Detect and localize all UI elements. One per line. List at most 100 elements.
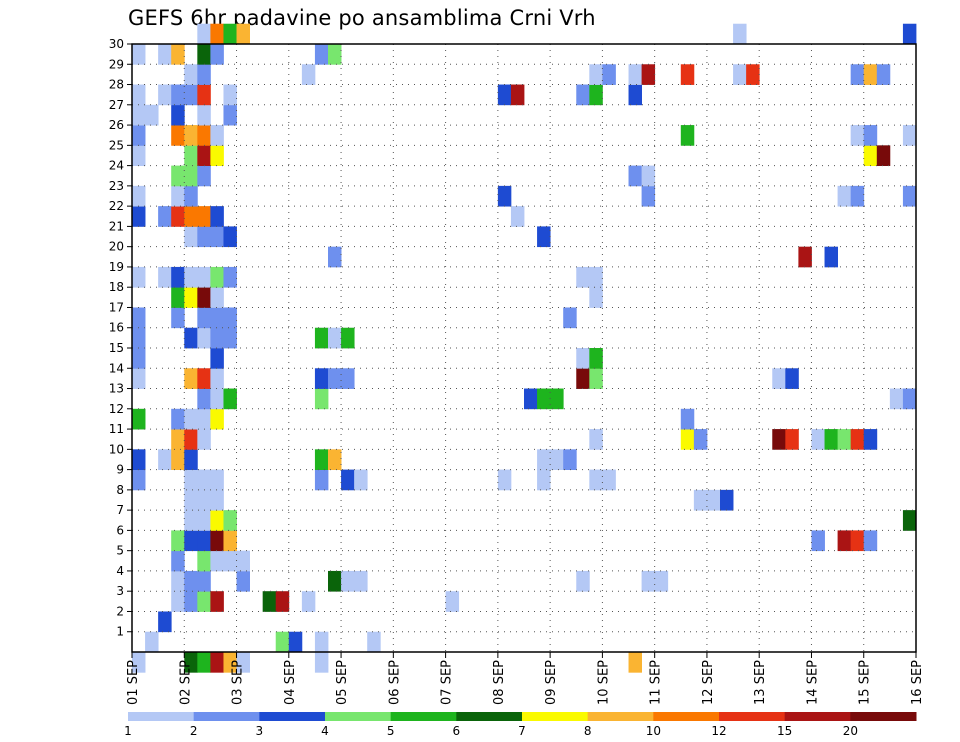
heatmap-cell — [902, 23, 917, 45]
x-tick-label: 14 SEP — [806, 660, 821, 705]
heatmap-cell — [863, 64, 878, 85]
colorbar-label: 6 — [453, 724, 461, 738]
heatmap-cell — [197, 145, 211, 166]
heatmap-cell — [537, 388, 551, 410]
heatmap-cell — [328, 570, 342, 592]
heatmap-cell — [132, 44, 146, 65]
heatmap-cell — [158, 206, 172, 227]
y-tick-label: 26 — [109, 118, 124, 132]
colorbar-label: 12 — [711, 724, 726, 738]
y-tick-label: 21 — [109, 219, 124, 233]
heatmap-cell — [824, 429, 838, 450]
heatmap-cell — [132, 84, 146, 106]
heatmap-cell — [497, 84, 512, 106]
heatmap-cell — [693, 429, 708, 450]
heatmap-cell — [132, 348, 146, 369]
heatmap-cell — [850, 185, 865, 207]
y-tick-label: 12 — [109, 402, 124, 416]
heatmap-cell — [563, 449, 577, 470]
heatmap-cell — [197, 368, 211, 389]
heatmap-cell — [876, 64, 891, 85]
heatmap-cell — [680, 429, 695, 450]
heatmap-cell — [863, 429, 878, 450]
heatmap-cell — [576, 348, 590, 369]
heatmap-cell — [445, 591, 460, 612]
heatmap-cell — [641, 64, 656, 85]
heatmap-cell — [210, 206, 224, 227]
heatmap-cell — [184, 489, 198, 511]
heatmap-cell — [210, 530, 224, 552]
heatmap-cell — [210, 591, 224, 612]
heatmap-cells — [132, 23, 917, 673]
heatmap-cell — [314, 368, 329, 389]
heatmap-cell — [210, 652, 224, 673]
heatmap-cell — [132, 104, 146, 126]
heatmap-cell — [497, 469, 512, 491]
heatmap-cell — [223, 388, 237, 410]
heatmap-cell — [210, 287, 224, 308]
heatmap-cell — [132, 469, 146, 491]
heatmap-cell — [184, 530, 198, 552]
heatmap-cell — [145, 104, 159, 126]
heatmap-cell — [197, 489, 211, 511]
heatmap-cell — [184, 469, 198, 491]
heatmap-cell — [210, 550, 224, 572]
y-tick-label: 30 — [109, 37, 124, 51]
heatmap-cell — [641, 185, 656, 207]
heatmap-cell — [589, 429, 603, 450]
heatmap-cell — [184, 510, 198, 531]
heatmap-cell — [811, 530, 825, 552]
heatmap-cell — [158, 44, 172, 65]
heatmap-cell — [550, 388, 564, 410]
heatmap-cell — [132, 408, 146, 430]
colorbar-label: 2 — [190, 724, 198, 738]
heatmap-cell — [641, 165, 656, 187]
heatmap-cell — [132, 125, 146, 146]
heatmap-cell — [876, 145, 891, 166]
heatmap-cell — [197, 104, 211, 126]
heatmap-cell — [132, 266, 146, 288]
heatmap-cell — [223, 226, 237, 248]
heatmap-cell — [576, 266, 590, 288]
heatmap-cell — [197, 652, 211, 673]
x-tick-label: 15 SEP — [858, 660, 873, 705]
heatmap-cell — [223, 104, 237, 126]
heatmap-cell — [772, 368, 786, 389]
colorbar-swatch — [587, 712, 654, 721]
heatmap-cell — [184, 145, 198, 166]
y-tick-label: 27 — [109, 98, 124, 112]
heatmap-cell — [171, 449, 185, 470]
colorbar-label: 3 — [256, 724, 264, 738]
heatmap-cell — [680, 125, 695, 146]
y-axis: 1234567891011121314151617181920212223242… — [109, 37, 132, 639]
heatmap-cell — [210, 44, 224, 65]
heatmap-cell — [275, 591, 290, 612]
colorbar-swatch — [784, 712, 851, 721]
heatmap-cell — [328, 44, 342, 65]
heatmap-cell — [589, 348, 603, 369]
heatmap-cell — [889, 388, 904, 410]
y-tick-label: 5 — [116, 544, 124, 558]
heatmap-cell — [210, 489, 224, 511]
heatmap-cell — [301, 591, 316, 612]
heatmap-cell — [367, 631, 381, 653]
x-tick-label: 01 SEP — [126, 660, 141, 705]
colorbar-swatch — [325, 712, 392, 721]
heatmap-cell — [902, 125, 917, 146]
heatmap-cell — [197, 44, 211, 65]
heatmap-cell — [210, 408, 224, 430]
heatmap-cell — [158, 449, 172, 470]
heatmap-cell — [824, 246, 838, 268]
colorbar-label: 5 — [387, 724, 395, 738]
heatmap-cell — [158, 266, 172, 288]
colorbar-swatch — [193, 712, 260, 721]
heatmap-cell — [589, 469, 603, 491]
x-tick-label: 10 SEP — [596, 660, 611, 705]
heatmap-cell — [510, 206, 525, 227]
y-tick-label: 20 — [109, 240, 124, 254]
heatmap-cell — [863, 145, 878, 166]
heatmap-cell — [158, 84, 172, 106]
heatmap-cell — [184, 125, 198, 146]
